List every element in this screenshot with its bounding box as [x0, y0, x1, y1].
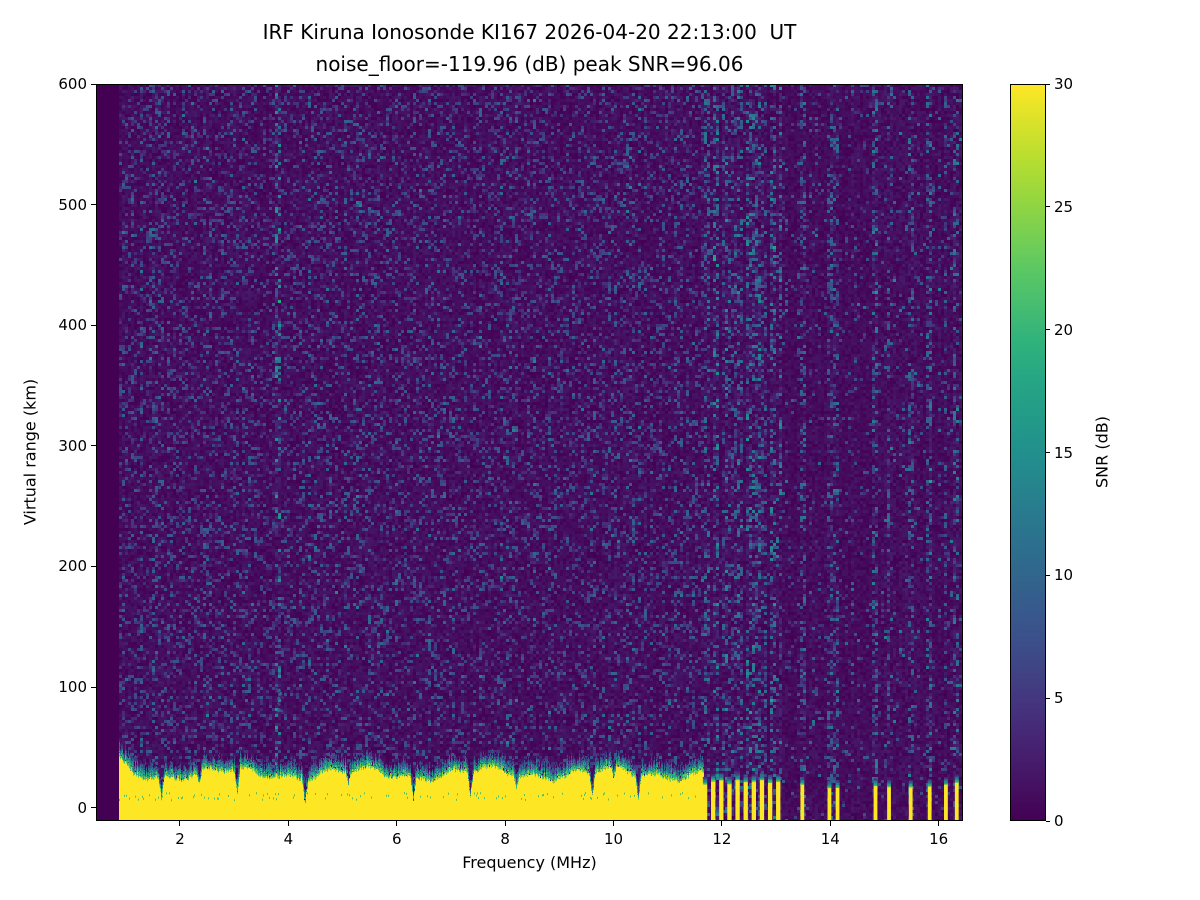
- colorbar-tick-label: 15: [1054, 443, 1074, 462]
- x-tick-label: 14: [820, 830, 840, 848]
- colorbar-tick-mark: [1046, 206, 1050, 208]
- x-tick-mark: [829, 821, 831, 826]
- y-tick-label: 500: [58, 195, 87, 214]
- colorbar-tick-label: 0: [1054, 812, 1064, 830]
- x-tick-label: 12: [712, 830, 732, 848]
- y-tick-label: 600: [58, 75, 87, 93]
- colorbar-tick-label: 25: [1054, 197, 1074, 216]
- colorbar-tick-mark: [1046, 83, 1050, 85]
- x-tick-mark: [179, 821, 181, 826]
- chart-subtitle: noise_floor=-119.96 (dB) peak SNR=96.06: [315, 52, 744, 76]
- y-tick-mark: [91, 565, 96, 567]
- y-axis-label: Virtual range (km): [20, 378, 40, 526]
- y-tick-label: 400: [58, 316, 87, 335]
- colorbar-tick-label: 5: [1054, 689, 1064, 708]
- colorbar-label: SNR (dB): [1092, 416, 1112, 488]
- y-tick-label: 200: [58, 557, 87, 576]
- colorbar: [1010, 84, 1046, 821]
- colorbar-tick-mark: [1046, 452, 1050, 453]
- y-tick-mark: [91, 324, 96, 326]
- colorbar-tick-label: 30: [1054, 75, 1074, 93]
- y-tick-label: 0: [77, 798, 87, 817]
- x-tick-mark: [612, 821, 614, 826]
- y-tick-mark: [91, 686, 96, 688]
- y-tick-label: 100: [58, 678, 87, 697]
- x-tick-label: 6: [391, 830, 402, 848]
- x-tick-label: 16: [929, 830, 949, 848]
- x-tick-mark: [287, 821, 289, 826]
- colorbar-tick-mark: [1046, 820, 1050, 822]
- y-tick-label: 300: [58, 436, 87, 455]
- x-axis-label: Frequency (MHz): [462, 853, 597, 872]
- colorbar-tick-mark: [1046, 574, 1050, 576]
- chart-title: IRF Kiruna Ionosonde KI167 2026-04-20 22…: [262, 20, 797, 44]
- x-tick-label: 2: [175, 830, 185, 848]
- x-tick-mark: [504, 821, 506, 826]
- ionogram-heatmap: [96, 84, 963, 821]
- x-tick-label: 10: [603, 830, 624, 848]
- x-tick-label: 4: [283, 830, 294, 848]
- y-tick-mark: [91, 204, 96, 206]
- y-tick-mark: [91, 445, 96, 447]
- colorbar-tick-label: 10: [1054, 566, 1074, 585]
- x-tick-mark: [396, 821, 398, 826]
- x-tick-label: 8: [500, 830, 510, 848]
- colorbar-tick-mark: [1046, 697, 1050, 699]
- y-tick-mark: [91, 83, 96, 85]
- colorbar-tick-mark: [1046, 329, 1050, 331]
- x-tick-mark: [938, 821, 940, 826]
- x-tick-mark: [721, 821, 723, 826]
- colorbar-tick-label: 20: [1054, 320, 1074, 339]
- y-tick-mark: [91, 807, 96, 809]
